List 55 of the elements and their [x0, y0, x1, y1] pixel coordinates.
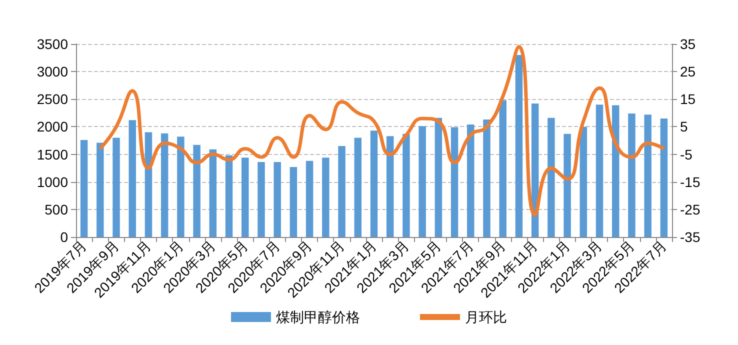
bar	[434, 118, 442, 237]
bar	[144, 132, 152, 237]
bar	[306, 160, 314, 237]
bar	[338, 146, 346, 237]
y2-tick-label: -15	[680, 174, 700, 190]
y2-tick-label: 25	[680, 64, 696, 80]
bar	[354, 138, 362, 237]
y-tick-label: 3500	[36, 36, 68, 52]
bar	[112, 138, 120, 237]
legend-label: 月环比	[465, 309, 507, 325]
bar	[580, 126, 588, 237]
bar	[402, 134, 410, 237]
y2-tick-label: -35	[680, 229, 700, 245]
bar	[386, 136, 394, 237]
legend-label: 煤制甲醇价格	[276, 309, 360, 325]
bar	[274, 162, 281, 237]
y-tick-label: 0	[60, 229, 68, 245]
y2-tick-label: -5	[680, 146, 693, 162]
y-tick-label: 1000	[36, 174, 68, 190]
bar	[209, 149, 217, 237]
bar	[225, 155, 233, 237]
y2-tick-label: 35	[680, 36, 696, 52]
y-tick-label: 500	[44, 201, 68, 218]
bar	[450, 127, 458, 237]
bar	[80, 140, 88, 237]
bar	[596, 104, 604, 237]
y-tick-label: 2000	[36, 118, 68, 135]
bar	[418, 126, 426, 237]
bar	[644, 114, 652, 237]
bar	[499, 100, 506, 237]
y2-tick-label: -25	[680, 201, 700, 218]
bar	[467, 124, 474, 237]
bar	[483, 120, 490, 237]
y2-tick-label: 5	[680, 118, 688, 135]
line-series	[98, 45, 666, 217]
bar	[258, 162, 265, 237]
bar	[322, 158, 330, 237]
bar	[370, 130, 378, 237]
bar	[242, 158, 249, 237]
bar	[660, 118, 668, 237]
y2-tick-label: 15	[680, 91, 696, 108]
bar	[193, 144, 200, 237]
bar	[290, 166, 298, 237]
bar	[548, 118, 555, 237]
bar	[612, 105, 620, 237]
bar	[628, 113, 636, 237]
y-tick-label: 3000	[36, 64, 68, 80]
y-tick-label: 2500	[36, 91, 68, 108]
y-tick-label: 1500	[36, 146, 68, 162]
bar	[160, 133, 168, 237]
bar	[128, 120, 136, 237]
bar	[564, 134, 571, 237]
bar	[177, 136, 184, 237]
bar	[96, 142, 104, 237]
bar	[515, 55, 523, 237]
